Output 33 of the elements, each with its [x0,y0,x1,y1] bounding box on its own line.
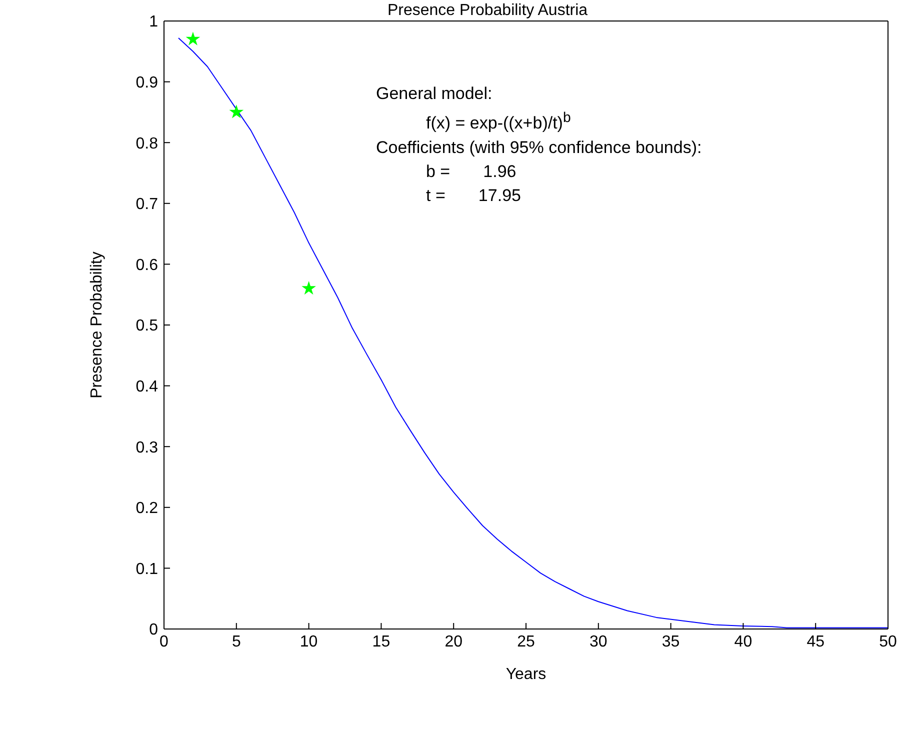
x-tick-label: 50 [879,633,897,650]
line-series [178,38,888,628]
x-tick-label: 5 [232,633,241,650]
x-tick-label: 30 [590,633,608,650]
y-axis-title: Presence Probability [88,252,106,398]
y-tick-label: 0.7 [136,196,158,214]
x-tick-label: 20 [444,633,463,650]
y-tick-label: 0 [149,622,158,639]
y-tick-label: 0.5 [136,318,158,335]
y-tick-label: 0.8 [136,135,158,152]
y-tick-label: 0.9 [136,74,158,92]
point [186,32,200,46]
x-tick-label: 40 [734,633,752,650]
x-axis-title: Years [506,666,546,683]
y-tick-label: 1 [149,14,158,31]
y-tick-label: 0.4 [136,378,158,396]
y-tick-label: 0.3 [136,439,158,456]
y-tick-label: 0.2 [136,500,158,518]
x-tick-label: 10 [300,633,318,650]
annotation: Coefficients (with 95% confidence bounds): [376,136,702,159]
annotation: General model: [376,83,494,105]
x-tick-label: 35 [662,633,680,650]
x-tick-label: 45 [806,633,825,650]
chart-title: Presence Probability Austria [387,2,588,19]
y-tick-label: 0.1 [136,560,158,578]
x-tick-label: 15 [372,633,390,650]
point [302,280,316,295]
y-tick-label: 0.6 [136,256,158,274]
annotation: f(x) = exp-((x+b)/t)$^{b}$ [425,109,572,135]
point [229,104,244,118]
annotation: t = 17.95 [425,184,522,207]
annotation: b = 1.96 [425,160,518,183]
x-tick-label: 25 [517,633,535,650]
